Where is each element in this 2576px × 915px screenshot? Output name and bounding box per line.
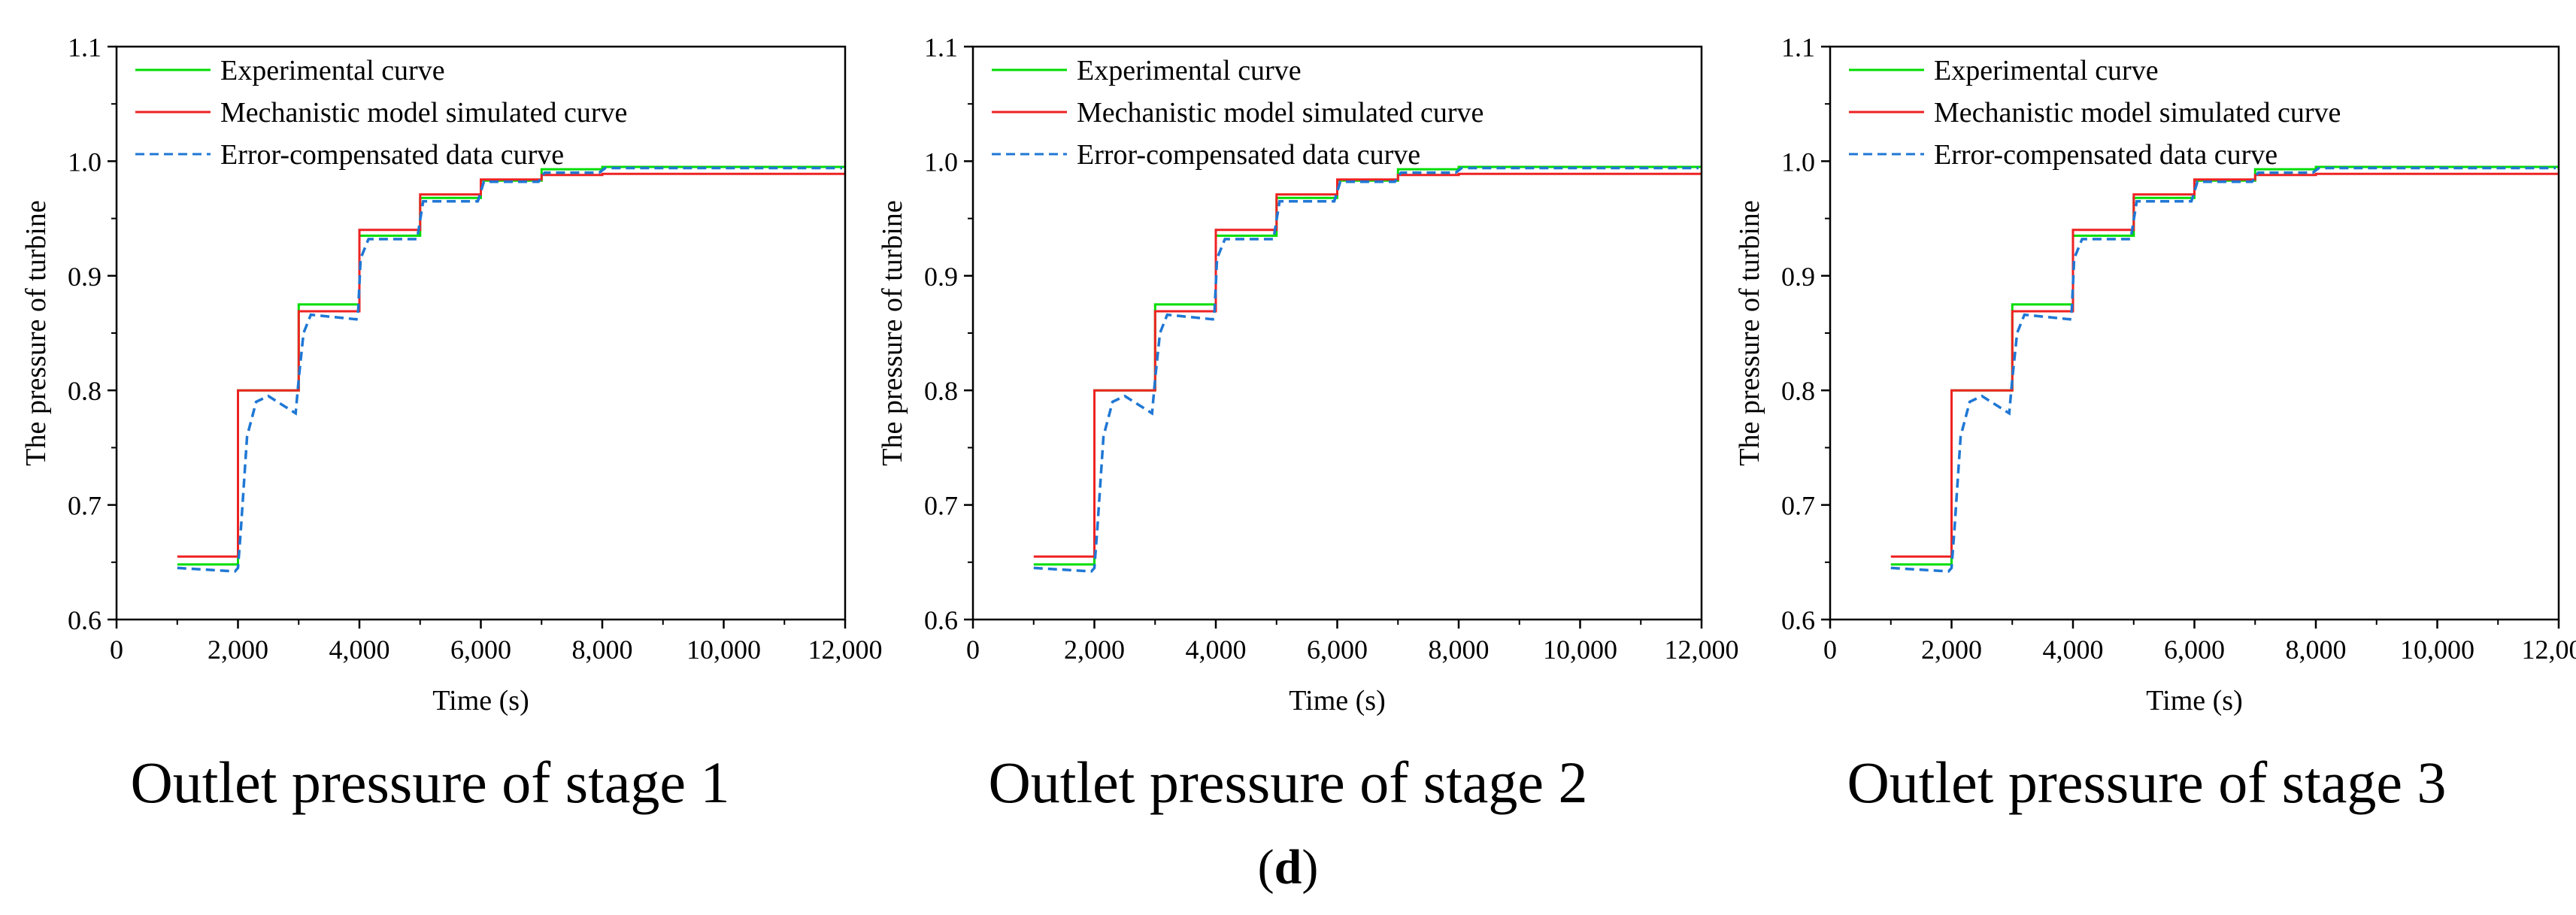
y-tick-label: 0.9 <box>924 262 958 292</box>
x-tick-label: 8,000 <box>2286 635 2347 665</box>
chart-panel-3: 0 2,000 4,000 6,000 8,000 10,000 12,000 0.6 0.7 0… <box>1734 32 2576 815</box>
y-tick-label: 0.9 <box>68 262 102 292</box>
x-tick-label: 12,000 <box>2522 635 2576 665</box>
x-tick-label: 8,000 <box>1429 635 1490 665</box>
x-tick-label: 8,000 <box>572 635 633 665</box>
y-tick-label: 1.1 <box>68 32 102 62</box>
x-tick-label: 10,000 <box>2400 635 2474 665</box>
series-line-1 <box>1890 165 2559 566</box>
y-tick-label: 0.7 <box>924 491 958 521</box>
legend-label-3: Error-compensated data curve <box>1934 139 2277 171</box>
y-tick-label: 0.7 <box>1781 491 1815 521</box>
chart-panel-2: 0 2,000 4,000 6,000 8,000 10,000 12,000 0.6 0.7 0… <box>877 32 1739 815</box>
y-axis-label: The pressure of turbine <box>877 200 908 466</box>
y-tick-label: 0.8 <box>924 376 958 406</box>
y-tick-label: 1.0 <box>68 147 102 177</box>
series-line-3 <box>1033 166 1699 573</box>
series-line-2 <box>177 172 845 558</box>
legend-label-1: Experimental curve <box>220 55 445 86</box>
legend-label-2: Mechanistic model simulated curve <box>1934 97 2341 129</box>
y-tick-label: 0.7 <box>68 491 102 521</box>
x-tick-label: 4,000 <box>329 635 390 665</box>
figure-label-open: ( <box>1258 840 1274 895</box>
legend-label-3: Error-compensated data curve <box>1077 139 1420 171</box>
x-tick-label: 2,000 <box>1064 635 1125 665</box>
x-tick-label: 4,000 <box>1186 635 1247 665</box>
x-tick-label: 0 <box>110 635 123 665</box>
series-line-1 <box>1033 165 1702 566</box>
x-axis-label: Time (s) <box>432 685 529 717</box>
y-tick-label: 0.9 <box>1781 262 1815 292</box>
y-tick-label: 0.6 <box>924 605 958 635</box>
x-tick-label: 12,000 <box>808 635 883 665</box>
x-axis-label: Time (s) <box>1289 685 1385 717</box>
y-tick-label: 1.0 <box>1781 147 1815 177</box>
x-tick-label: 4,000 <box>2043 635 2104 665</box>
y-tick-label: 0.6 <box>68 605 102 635</box>
figure-label: (d) <box>1258 840 1319 895</box>
figure-label-close: ) <box>1302 840 1318 895</box>
x-axis-label: Time (s) <box>2146 685 2242 717</box>
y-tick-label: 1.0 <box>924 147 958 177</box>
y-tick-label: 0.8 <box>68 376 102 406</box>
x-tick-label: 10,000 <box>1543 635 1617 665</box>
series-line-1 <box>177 165 845 566</box>
legend-label-2: Mechanistic model simulated curve <box>220 97 627 129</box>
x-tick-label: 0 <box>1823 635 1837 665</box>
x-tick-label: 6,000 <box>450 635 511 665</box>
x-tick-label: 10,000 <box>686 635 761 665</box>
x-tick-label: 6,000 <box>1307 635 1368 665</box>
series-line-2 <box>1890 172 2559 558</box>
series-line-3 <box>177 166 842 573</box>
legend-label-1: Experimental curve <box>1934 55 2159 86</box>
plot-frame <box>115 45 847 621</box>
x-tick-label: 2,000 <box>1921 635 1982 665</box>
legend-label-3: Error-compensated data curve <box>220 139 564 171</box>
x-tick-label: 6,000 <box>2164 635 2225 665</box>
panel-title: Outlet pressure of stage 1 <box>130 750 729 815</box>
x-tick-label: 12,000 <box>1665 635 1739 665</box>
plot-frame <box>971 45 1703 621</box>
y-tick-label: 0.6 <box>1781 605 1815 635</box>
y-axis-label: The pressure of turbine <box>20 200 52 466</box>
panel-title: Outlet pressure of stage 2 <box>988 750 1587 815</box>
plot-frame <box>1829 45 2560 621</box>
y-tick-label: 1.1 <box>924 32 958 62</box>
y-tick-label: 0.8 <box>1781 376 1815 406</box>
y-axis-label: The pressure of turbine <box>1734 200 1765 466</box>
legend-label-1: Experimental curve <box>1077 55 1302 86</box>
x-tick-label: 2,000 <box>208 635 268 665</box>
figure-label-letter: d <box>1274 840 1302 895</box>
series-line-3 <box>1890 166 2556 573</box>
series-line-2 <box>1033 172 1702 558</box>
legend-label-2: Mechanistic model simulated curve <box>1077 97 1483 129</box>
chart-panel-1: 0 2,000 4,000 6,000 8,000 10,000 12,000 0.6 0.7 0… <box>20 32 883 815</box>
panel-title: Outlet pressure of stage 3 <box>1847 750 2446 815</box>
y-tick-label: 1.1 <box>1781 32 1815 62</box>
x-tick-label: 0 <box>966 635 980 665</box>
